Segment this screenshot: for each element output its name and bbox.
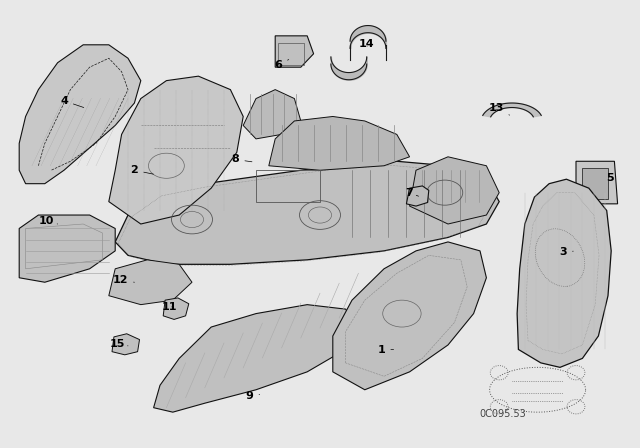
Polygon shape	[406, 186, 429, 206]
Polygon shape	[576, 161, 618, 204]
Text: 15: 15	[109, 339, 128, 349]
Text: 0C095.53: 0C095.53	[479, 409, 526, 419]
Text: 10: 10	[39, 216, 58, 226]
Polygon shape	[275, 36, 314, 67]
Polygon shape	[115, 161, 499, 264]
Polygon shape	[112, 334, 140, 355]
Polygon shape	[163, 298, 189, 319]
Polygon shape	[19, 215, 115, 282]
Polygon shape	[243, 90, 301, 139]
Polygon shape	[269, 116, 410, 170]
Text: 3: 3	[559, 247, 573, 257]
Text: 9: 9	[246, 391, 260, 401]
Text: 6: 6	[275, 60, 289, 70]
Text: 8: 8	[232, 155, 252, 164]
Polygon shape	[154, 305, 358, 412]
Polygon shape	[333, 242, 486, 390]
Polygon shape	[582, 168, 608, 199]
Text: 4: 4	[60, 96, 84, 108]
Text: 12: 12	[113, 275, 134, 285]
Polygon shape	[19, 45, 141, 184]
Text: 5: 5	[606, 173, 614, 183]
Text: 2: 2	[131, 165, 154, 175]
Polygon shape	[483, 103, 541, 117]
Text: 14: 14	[358, 39, 374, 49]
Text: 7: 7	[406, 188, 419, 198]
Text: 11: 11	[161, 302, 177, 312]
Polygon shape	[109, 260, 192, 305]
Polygon shape	[109, 76, 243, 224]
Text: 1: 1	[378, 345, 394, 355]
Polygon shape	[410, 157, 499, 224]
Polygon shape	[517, 179, 611, 367]
Text: 13: 13	[488, 103, 509, 115]
